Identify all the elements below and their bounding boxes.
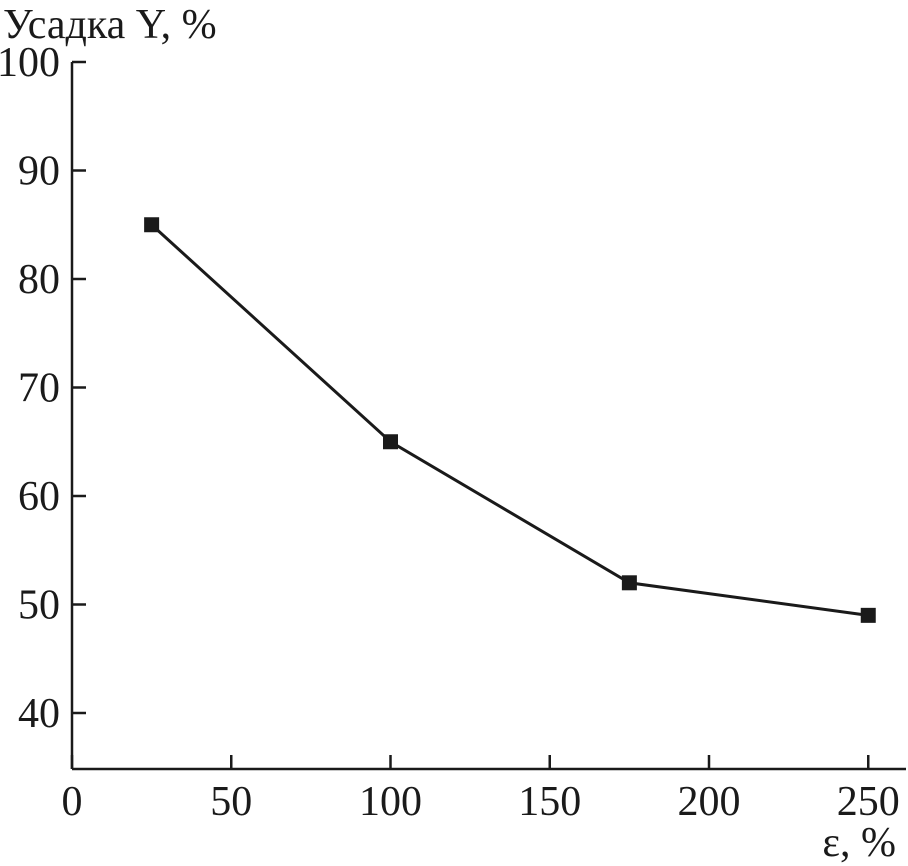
x-tick-label: 150 <box>518 779 581 825</box>
data-point-marker <box>860 607 876 623</box>
y-tick-label: 70 <box>18 366 60 412</box>
y-tick-label: 80 <box>18 257 60 303</box>
series-line <box>150 223 869 617</box>
plot-area <box>144 217 876 623</box>
x-tick-label: 0 <box>62 779 83 825</box>
y-tick-label: 50 <box>18 583 60 629</box>
data-point-marker <box>383 434 398 450</box>
axes <box>70 62 906 771</box>
x-tick-label: 50 <box>210 779 252 825</box>
x-axis-title: ε, % <box>822 820 896 866</box>
x-tick-label: 250 <box>837 779 900 825</box>
x-axis-ticks: 0 50 100 150 200 250 <box>62 755 900 825</box>
y-axis-ticks: 40 50 60 70 80 90 100 <box>0 40 86 737</box>
data-point-marker <box>144 217 160 233</box>
y-tick-label: 100 <box>0 40 60 86</box>
y-tick-label: 40 <box>18 691 60 737</box>
data-point-marker <box>621 575 637 591</box>
y-tick-label: 90 <box>18 149 60 195</box>
x-tick-label: 100 <box>359 779 422 825</box>
y-axis-title: Усадка Y, % <box>3 2 217 48</box>
x-tick-label: 200 <box>678 779 741 825</box>
y-tick-label: 60 <box>18 474 60 520</box>
